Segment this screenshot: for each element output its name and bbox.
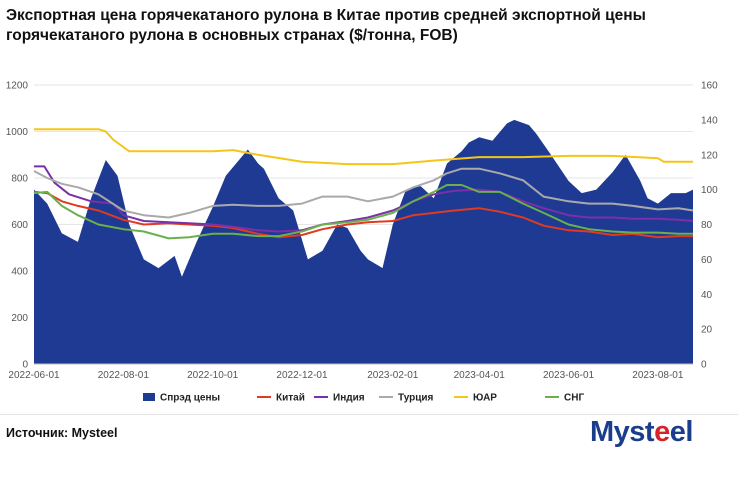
y-left-tick-6: 1200 [6, 81, 29, 92]
y-left-tick-1: 200 [11, 313, 28, 324]
chart-title-line-1: Экспортная цена горячекатаного рулона в … [6, 7, 646, 24]
series-line-3 [33, 167, 694, 219]
y-left-tick-4: 800 [11, 174, 28, 185]
series-line-1 [33, 190, 693, 239]
x-tick-6: 2023-06-01 [543, 370, 595, 381]
series-line-2 [34, 165, 694, 233]
x-tick-0: 2022-06-01 [8, 370, 60, 381]
y-left-tick-5: 1000 [6, 127, 29, 138]
x-tick-7: 2023-08-01 [632, 370, 684, 381]
y-right-tick-7: 140 [701, 115, 718, 126]
legend-label-3: Турция [398, 393, 434, 404]
y-right-tick-6: 120 [701, 150, 718, 161]
legend-label-2: Индия [333, 393, 365, 404]
series-line-5 [33, 184, 693, 240]
x-tick-1: 2022-08-01 [98, 370, 150, 381]
x-tick-5: 2023-04-01 [454, 370, 506, 381]
y-right-tick-5: 100 [701, 185, 718, 196]
y-left-tick-0: 0 [22, 360, 28, 371]
series-area-0 [34, 119, 693, 365]
y-left-tick-3: 600 [11, 220, 28, 231]
y-right-tick-0: 0 [701, 360, 707, 371]
x-tick-2: 2022-10-01 [187, 370, 239, 381]
mysteel-logo: Mysteel [590, 416, 693, 448]
legend-label-4: ЮАР [473, 393, 497, 404]
y-left-tick-2: 400 [11, 267, 28, 278]
chart-title-line-2: горячекатаного рулона в основных странах… [6, 27, 458, 44]
legend-label-5: СНГ [564, 393, 584, 404]
footer-divider [0, 414, 738, 415]
y-right-tick-1: 20 [701, 325, 713, 336]
logo-accent-letter: e [654, 416, 670, 448]
y-right-tick-8: 160 [701, 81, 718, 92]
y-right-tick-4: 80 [701, 220, 713, 231]
x-tick-4: 2023-02-01 [367, 370, 419, 381]
chart-canvas: 0 200 400 600 800 1000 1200 0 20 40 60 80 100 120 140 1… [6, 81, 718, 404]
y-right-tick-3: 60 [701, 255, 713, 266]
source-note: Источник: Mysteel [6, 426, 118, 440]
legend-label-0: Спрэд цены [160, 393, 220, 404]
y-right-tick-2: 40 [701, 290, 713, 301]
chart-title: Экспортная цена горячекатаного рулона в … [6, 6, 732, 46]
series-line-4 [34, 128, 693, 166]
x-tick-3: 2022-12-01 [276, 370, 328, 381]
legend-swatch-0 [143, 393, 155, 401]
legend-label-1: Китай [276, 393, 305, 404]
